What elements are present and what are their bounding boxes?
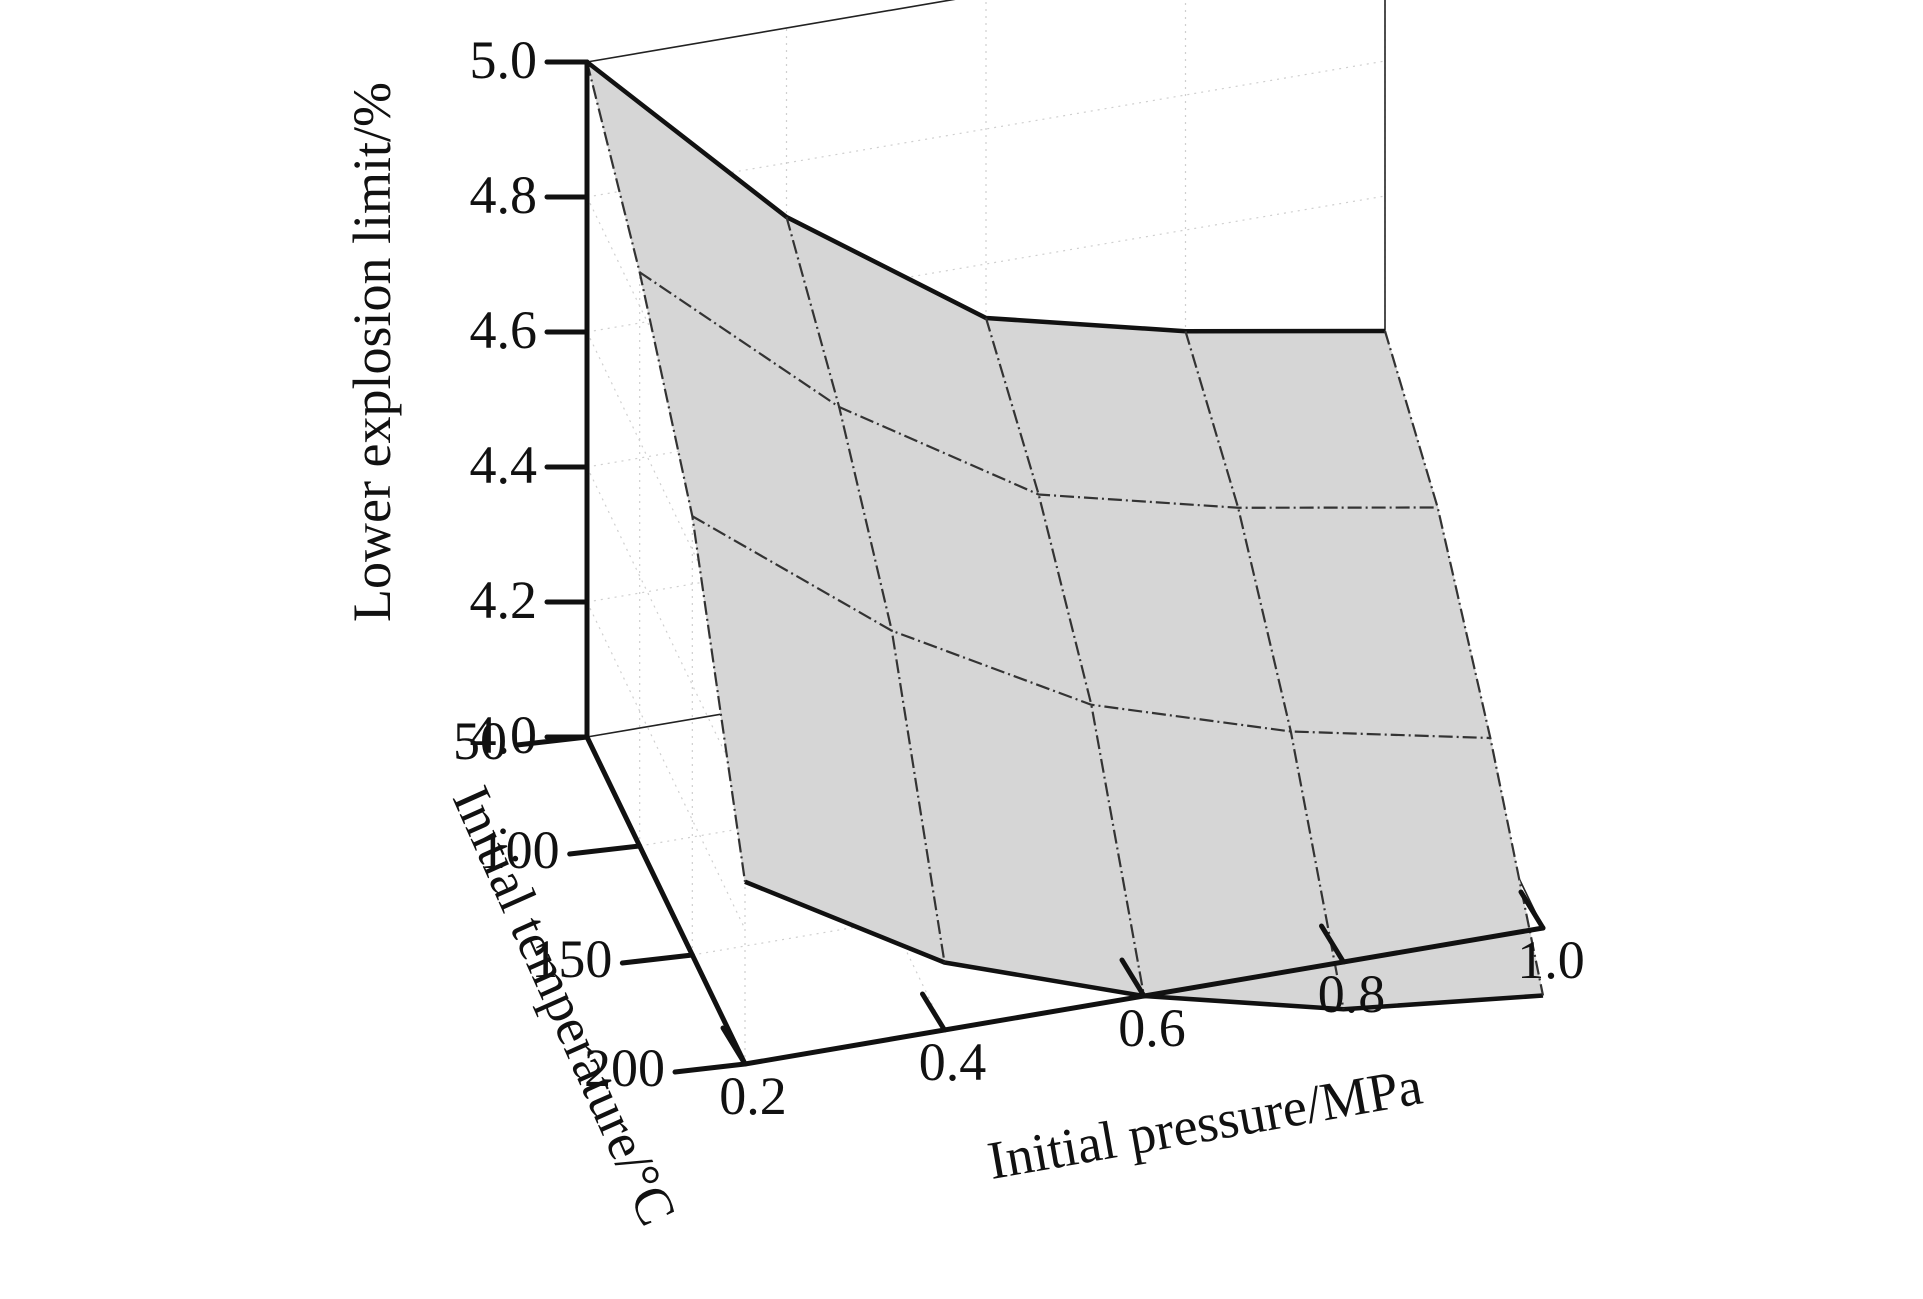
surface-line-temperature-100 [639,271,1438,509]
y-tick-label: 150 [531,929,612,989]
z-axis-title: Lower explosion limit/% [342,82,402,622]
y-tick-mark [619,952,695,966]
x-tick-mark [1319,923,1346,965]
z-tick-label: 4.6 [470,300,538,360]
z-tick-label: 4.4 [470,435,538,495]
surface-mesh [585,60,1545,1012]
surface [586,60,1544,1010]
surface-line-pressure-1 [1383,330,1545,996]
z-tick-label: 4.8 [470,165,538,225]
x-tick-label: 0.4 [919,1032,987,1092]
surface-line-temperature-150 [691,515,1491,740]
z-tick-label: 4.0 [470,705,538,765]
tick-labels: 0.2 0.4 0.6 0.8 1.0 50 100 150 200 4.0 4.2 4.4 4.6 4.… [453,30,1585,1126]
y-axis-line [584,734,748,1067]
x-tick-label: 1.0 [1517,930,1585,990]
box-edge [586,0,956,63]
grid-line-side-wall [586,601,746,930]
surface-line-pressure-0.8 [1184,330,1345,1010]
z-tick-label: 5.0 [470,30,538,90]
y-axis-title: Initial temperature/°C [441,777,688,1233]
x-tick-label: 0.8 [1318,964,1386,1024]
surface-line-pressure-0.2 [585,61,747,882]
y-tick-label: 100 [479,820,560,880]
surface-line-pressure-0.6 [984,317,1146,997]
x-tick-mark [720,1025,748,1067]
y-tick-mark [672,1061,748,1075]
x-tick-mark [1119,957,1147,999]
y-tick-label: 200 [584,1038,665,1098]
x-tick-label: 0.6 [1118,998,1186,1058]
x-tick-mark [1518,889,1546,931]
x-tick-label: 0.2 [719,1066,787,1126]
z-tick-label: 4.2 [470,570,538,630]
x-tick-mark [920,991,947,1033]
y-tick-mark [567,843,643,857]
x-axis-title: Initial pressure/MPa [983,1056,1426,1191]
y-tick-label: 50 [453,711,507,771]
grid-line-floor [692,818,1491,956]
grid-line-side-wall [586,466,746,795]
surface-line-pressure-0.4 [785,216,946,963]
axes [514,59,1546,1075]
